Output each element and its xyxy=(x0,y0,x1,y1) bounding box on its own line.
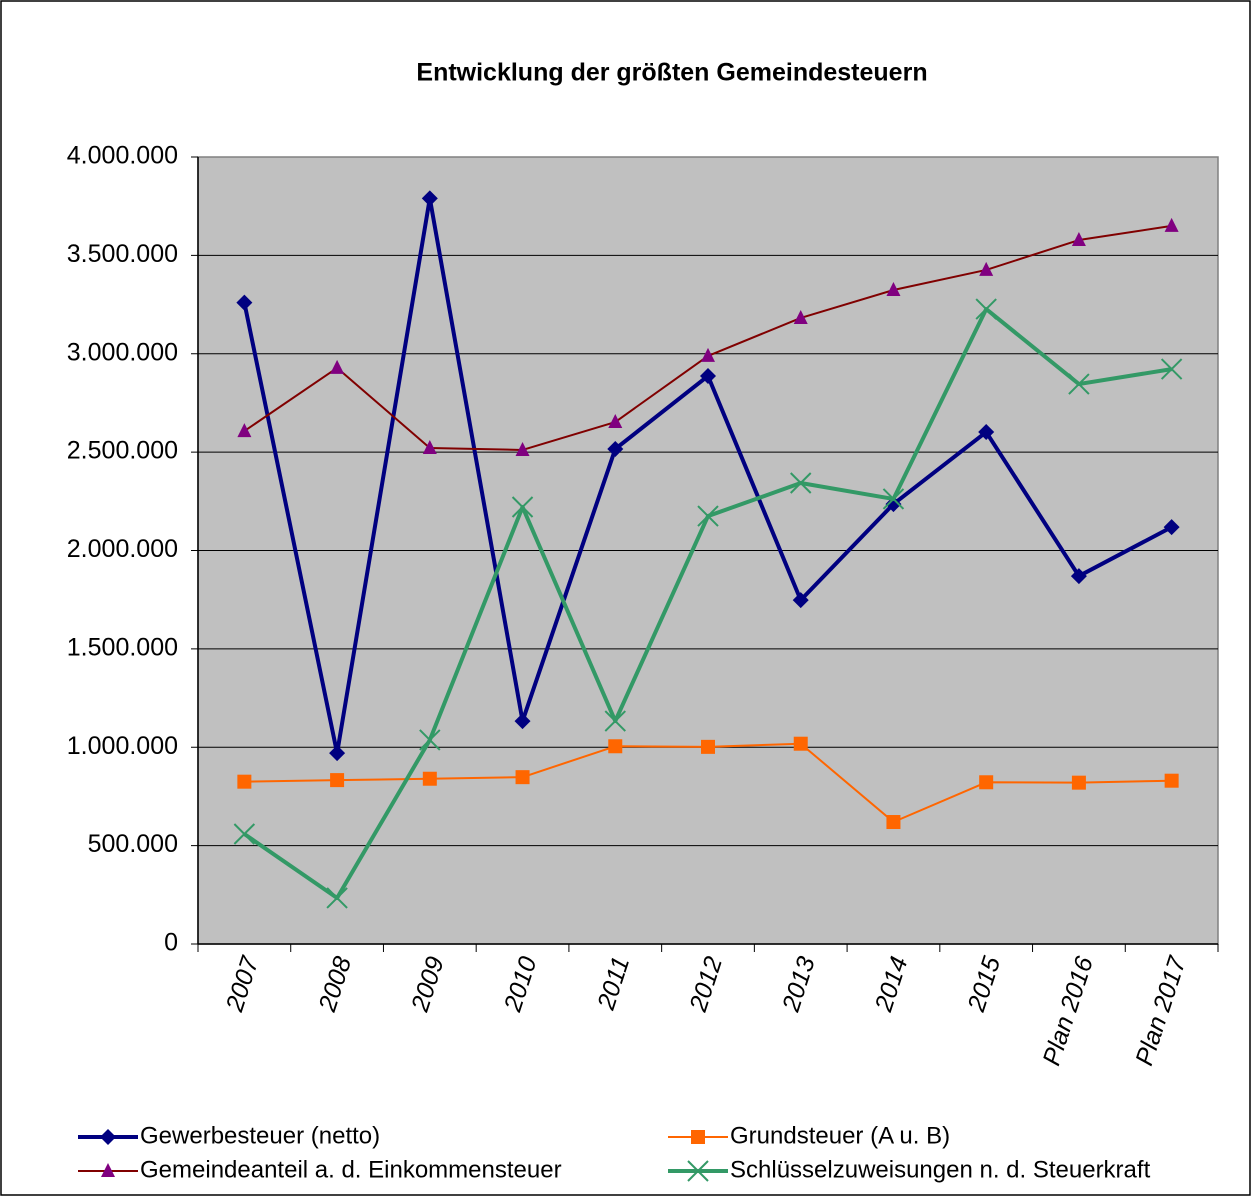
marker xyxy=(701,739,715,754)
marker xyxy=(607,440,624,457)
marker xyxy=(691,1130,705,1144)
marker xyxy=(326,887,348,909)
marker xyxy=(1164,217,1179,232)
marker xyxy=(236,294,253,311)
legend-label: Schlüsselzuweisungen n. d. Steuerkraft xyxy=(730,1156,1151,1183)
legend-label: Gemeindeanteil a. d. Einkommensteuer xyxy=(140,1156,562,1183)
marker xyxy=(979,775,994,790)
marker xyxy=(1163,519,1180,536)
marker xyxy=(1071,775,1086,790)
y-tick-label: 1.000.000 xyxy=(67,732,178,760)
marker xyxy=(421,190,438,207)
marker xyxy=(975,298,997,320)
marker xyxy=(100,1129,116,1145)
marker xyxy=(790,472,812,494)
y-tick-label: 2.500.000 xyxy=(67,437,178,465)
y-tick-label: 3.500.000 xyxy=(67,240,178,268)
marker xyxy=(422,439,437,454)
marker xyxy=(1071,232,1086,247)
marker xyxy=(882,488,905,510)
marker xyxy=(515,770,530,785)
marker xyxy=(419,729,441,751)
marker xyxy=(330,773,345,788)
marker xyxy=(515,441,530,456)
y-tick-label: 1.500.000 xyxy=(67,633,178,661)
legend-item: Gewerbesteuer (netto) xyxy=(78,1122,380,1149)
legend-item: Schlüsselzuweisungen n. d. Steuerkraft xyxy=(668,1156,1151,1183)
marker xyxy=(792,592,809,609)
marker xyxy=(700,367,716,384)
y-tick-label: 4.000.000 xyxy=(67,142,178,170)
marker xyxy=(422,771,437,786)
legend-item: Gemeindeanteil a. d. Einkommensteuer xyxy=(78,1156,562,1183)
marker xyxy=(514,713,531,730)
chart-title: Entwicklung der größten Gemeindesteuern xyxy=(416,59,927,87)
y-tick-label: 0 xyxy=(164,929,178,957)
legend-label: Gewerbesteuer (netto) xyxy=(140,1122,380,1149)
marker xyxy=(979,261,994,276)
marker xyxy=(604,710,626,732)
marker xyxy=(701,347,715,362)
marker xyxy=(1160,358,1183,380)
marker xyxy=(793,736,808,751)
marker xyxy=(608,739,623,754)
marker xyxy=(886,282,901,297)
y-tick-label: 500.000 xyxy=(88,830,178,858)
marker xyxy=(511,496,534,518)
marker xyxy=(793,309,808,324)
marker xyxy=(687,1160,709,1182)
marker xyxy=(330,359,345,374)
marker xyxy=(1068,373,1090,395)
y-tick-label: 3.000.000 xyxy=(67,338,178,366)
y-tick-label: 2.000.000 xyxy=(67,535,178,563)
marker xyxy=(329,745,346,762)
marker xyxy=(978,424,995,441)
marker xyxy=(886,815,901,830)
marker xyxy=(233,823,256,845)
marker xyxy=(608,414,623,429)
marker xyxy=(237,774,252,789)
marker xyxy=(101,1163,115,1177)
marker xyxy=(697,505,719,527)
marker xyxy=(1164,773,1179,788)
marker xyxy=(237,423,252,438)
legend-item: Grundsteuer (A u. B) xyxy=(668,1122,950,1149)
legend-label: Grundsteuer (A u. B) xyxy=(730,1122,950,1149)
marker xyxy=(1070,568,1087,585)
